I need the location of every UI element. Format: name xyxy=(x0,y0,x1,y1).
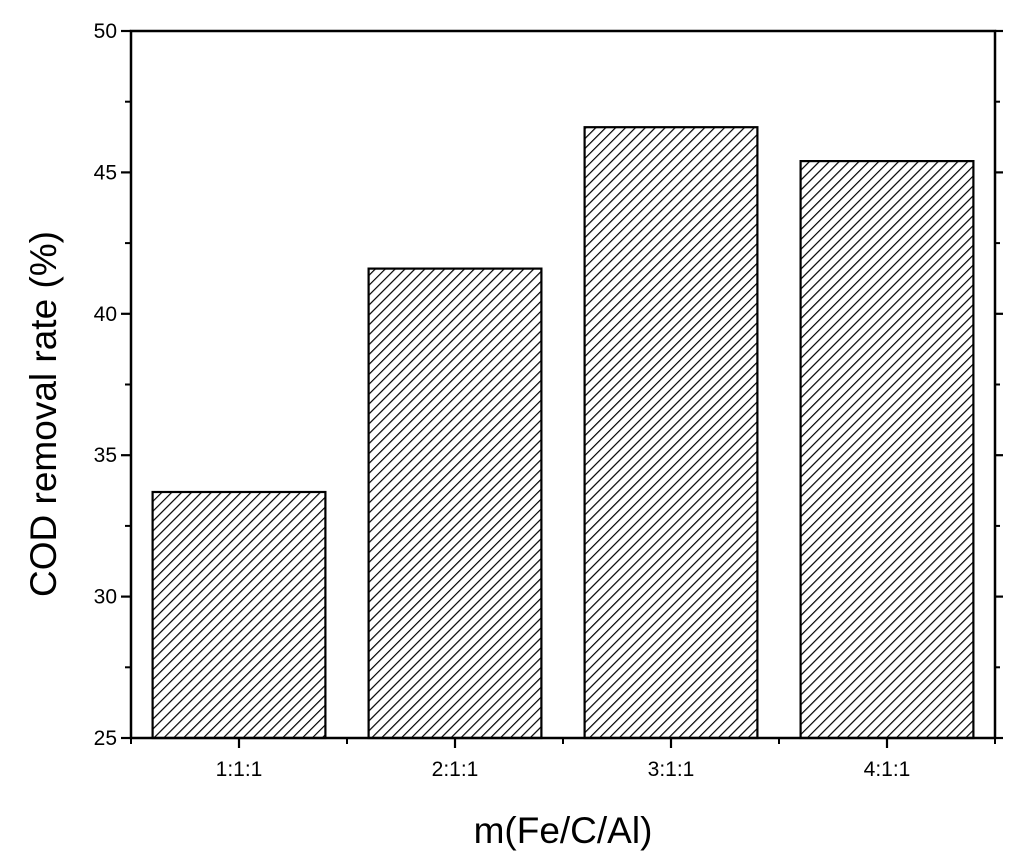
x-axis: 1:1:1 2:1:1 3:1:1 4:1:1 xyxy=(130,738,996,781)
x-tick-label: 2:1:1 xyxy=(432,758,479,781)
y-tick-label: 50 xyxy=(94,20,117,43)
y-axis: 25 30 35 40 45 50 xyxy=(94,20,1003,750)
bar-3-1-1 xyxy=(583,126,759,740)
x-tick-label: 3:1:1 xyxy=(648,758,695,781)
y-tick-label: 45 xyxy=(94,161,117,184)
x-tick-label: 1:1:1 xyxy=(216,758,263,781)
y-tick-label: 35 xyxy=(94,444,117,467)
y-axis-title: COD removal rate (%) xyxy=(23,231,64,597)
bar-1-1-1 xyxy=(151,490,327,740)
bar-2-1-1 xyxy=(367,267,543,740)
x-axis-title: m(Fe/C/Al) xyxy=(474,810,653,851)
y-tick-label: 25 xyxy=(94,727,117,750)
y-tick-label: 40 xyxy=(94,303,117,326)
bar-4-1-1 xyxy=(799,160,975,740)
x-tick-label: 4:1:1 xyxy=(864,758,911,781)
y-tick-label: 30 xyxy=(94,586,117,609)
bars-group xyxy=(151,126,975,740)
